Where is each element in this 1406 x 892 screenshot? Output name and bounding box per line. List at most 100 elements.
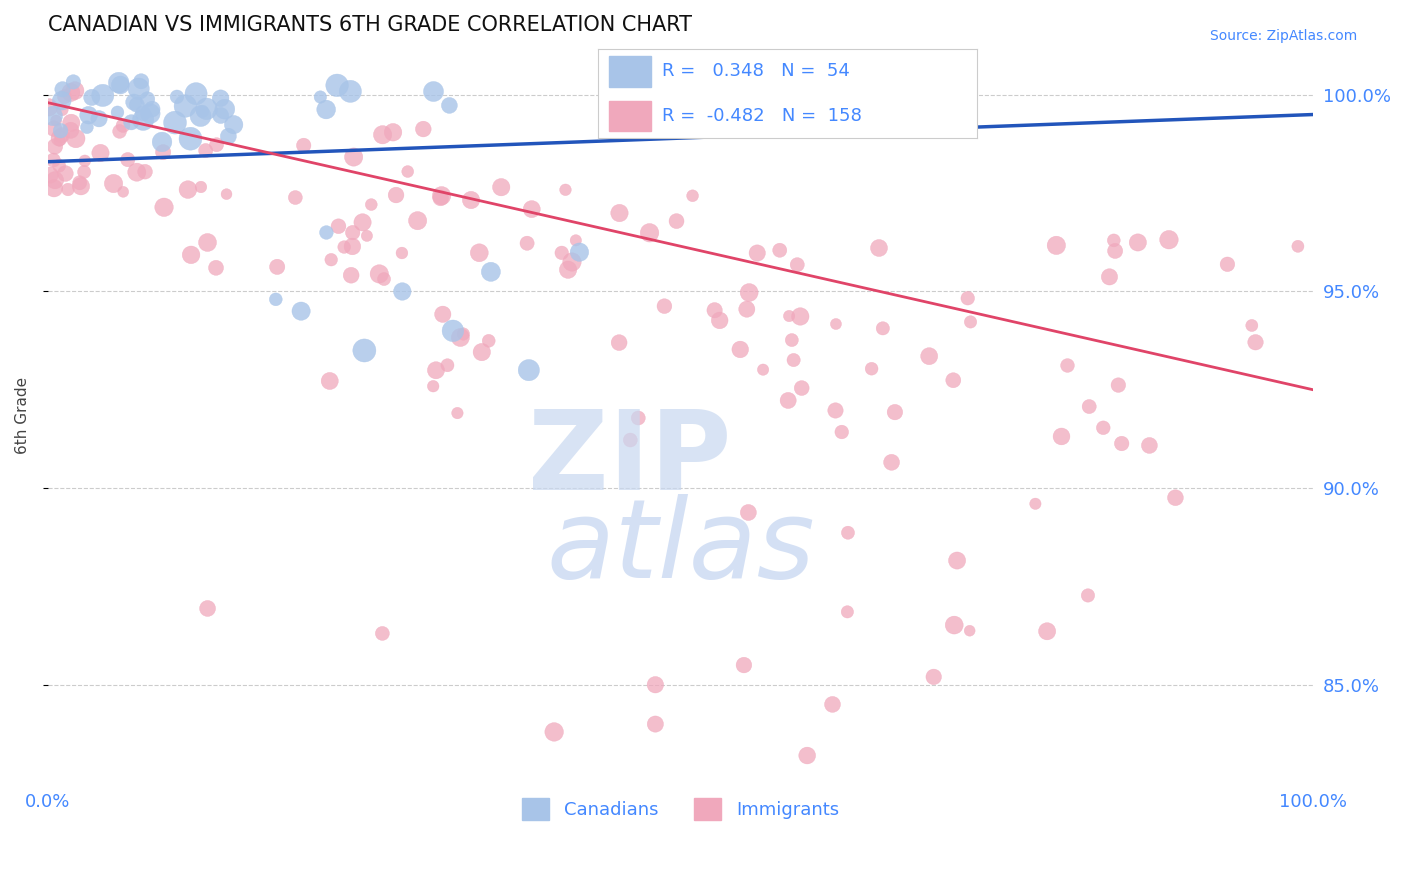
Point — [153, 200, 176, 214]
Point — [56, 182, 79, 196]
Point — [107, 105, 129, 120]
Point — [769, 244, 792, 258]
Point — [922, 670, 945, 684]
Point — [340, 268, 363, 283]
Point — [543, 725, 565, 739]
Point — [412, 122, 434, 136]
Point — [1102, 233, 1125, 247]
Point — [284, 190, 307, 204]
Point — [125, 165, 148, 179]
Point — [103, 177, 125, 191]
Point — [217, 129, 239, 144]
Text: CANADIAN VS IMMIGRANTS 6TH GRADE CORRELATION CHART: CANADIAN VS IMMIGRANTS 6TH GRADE CORRELA… — [48, 15, 692, 35]
Point — [554, 183, 576, 197]
Point — [110, 78, 132, 92]
Point — [122, 95, 145, 109]
Point — [391, 246, 413, 260]
Point — [80, 90, 103, 104]
Point — [644, 678, 666, 692]
Point — [942, 373, 965, 387]
Point — [735, 302, 758, 317]
Point — [607, 335, 630, 350]
Point — [868, 241, 890, 255]
Point — [214, 102, 236, 116]
Point — [439, 98, 461, 112]
Point — [120, 115, 142, 129]
Point — [453, 326, 475, 341]
Point — [479, 265, 502, 279]
Point — [44, 173, 66, 187]
Point — [343, 150, 366, 164]
Point — [638, 226, 661, 240]
Point — [180, 248, 202, 262]
Point — [152, 145, 174, 160]
Point — [353, 343, 375, 358]
Point — [373, 272, 395, 286]
Point — [59, 123, 82, 137]
Point — [516, 236, 538, 251]
Point — [644, 717, 666, 731]
Point — [824, 403, 846, 417]
Point — [703, 303, 725, 318]
Point — [42, 153, 65, 167]
Point — [752, 362, 775, 376]
Point — [517, 363, 540, 377]
Legend: Canadians, Immigrants: Canadians, Immigrants — [515, 790, 846, 827]
Point — [63, 84, 86, 98]
Point — [422, 379, 444, 393]
Point — [1139, 438, 1161, 452]
Point — [789, 310, 811, 324]
Point — [943, 618, 966, 632]
Point — [321, 252, 343, 267]
Point — [139, 106, 162, 120]
Point — [1078, 400, 1101, 414]
Point — [1244, 335, 1267, 350]
Point — [432, 307, 454, 321]
Point — [1050, 429, 1073, 443]
Point — [460, 193, 482, 207]
Point — [446, 406, 468, 420]
Point — [179, 131, 201, 145]
Point — [360, 197, 382, 211]
Point — [737, 506, 759, 520]
Point — [38, 100, 60, 114]
Point — [48, 134, 70, 148]
Point — [780, 333, 803, 347]
Point — [557, 262, 579, 277]
Point — [565, 233, 588, 247]
Point — [665, 214, 688, 228]
Point — [112, 185, 135, 199]
Point — [1126, 235, 1149, 250]
Point — [339, 84, 361, 98]
Point — [191, 104, 214, 119]
Point — [425, 363, 447, 377]
Point — [333, 240, 356, 254]
Point — [568, 245, 591, 260]
Point — [62, 75, 84, 89]
Point — [796, 748, 818, 763]
Point — [59, 86, 82, 100]
Point — [728, 343, 751, 357]
Text: Source: ZipAtlas.com: Source: ZipAtlas.com — [1209, 29, 1357, 44]
Point — [449, 330, 471, 344]
Point — [956, 291, 979, 305]
Point — [1240, 318, 1263, 333]
Point — [946, 553, 969, 567]
Point — [45, 113, 67, 128]
Point — [73, 153, 96, 168]
Point — [190, 109, 212, 123]
Bar — [609, 101, 651, 131]
Point — [194, 144, 217, 158]
Point — [53, 167, 76, 181]
Point — [69, 176, 91, 190]
Point — [747, 246, 769, 260]
Point — [215, 187, 238, 202]
Bar — [609, 56, 651, 87]
Point — [790, 381, 813, 395]
Point — [205, 260, 228, 275]
Point — [616, 83, 638, 97]
Point — [195, 102, 218, 116]
Point — [356, 228, 378, 243]
Point — [42, 109, 65, 123]
Point — [429, 191, 451, 205]
